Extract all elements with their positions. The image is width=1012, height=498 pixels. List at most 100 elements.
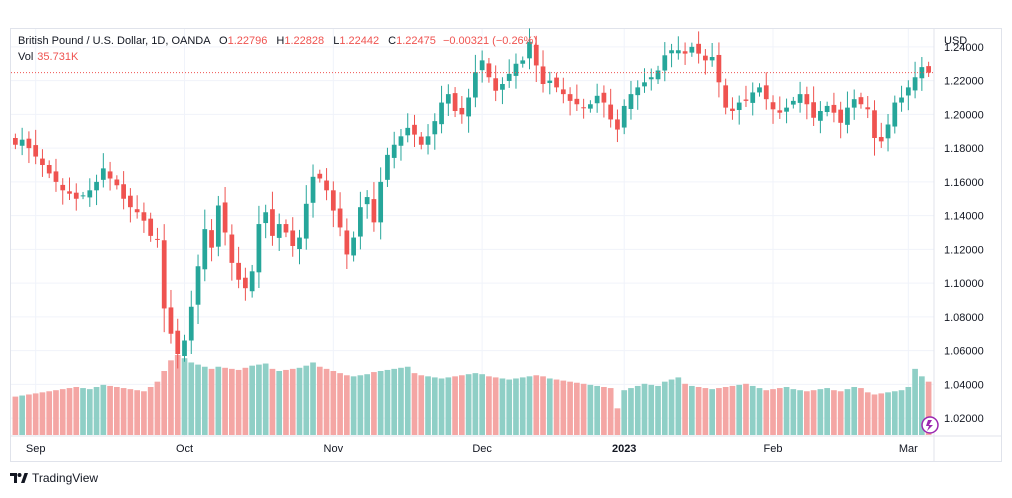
candle-body — [675, 50, 681, 54]
candle-body — [567, 94, 573, 101]
tradingview-brand[interactable]: TradingView — [10, 471, 98, 485]
candle-body — [432, 121, 438, 135]
volume-bar — [222, 367, 228, 435]
volume-bar — [492, 377, 499, 435]
candle-body — [689, 46, 695, 53]
volume-label[interactable]: Vol — [18, 51, 34, 63]
candle-body — [615, 119, 620, 130]
candle-body — [730, 108, 735, 111]
volume-bar — [350, 376, 357, 435]
volume-bar — [790, 389, 797, 435]
candle-body — [703, 55, 708, 61]
volume-bar — [235, 369, 242, 435]
candle-body — [790, 100, 796, 105]
volume-bar — [810, 390, 817, 435]
candle-body — [270, 209, 275, 236]
candle-body — [202, 229, 208, 270]
candle-body — [229, 234, 235, 263]
volume-bar — [316, 366, 323, 435]
volume-bar — [499, 378, 506, 435]
candle-body — [763, 85, 769, 100]
volume-bar — [621, 390, 628, 435]
volume-bar — [749, 385, 756, 435]
candle-body — [506, 73, 512, 81]
candle-body — [797, 94, 803, 103]
candle-body — [439, 102, 444, 125]
candle-body — [209, 230, 214, 248]
volume-bar — [864, 392, 871, 435]
candle-body — [588, 104, 593, 109]
volume-bar — [276, 371, 283, 435]
candle-body — [865, 107, 871, 110]
volume-bar — [776, 388, 783, 435]
candle-body — [391, 144, 397, 158]
volume-bar — [878, 393, 885, 435]
candle-body — [283, 224, 289, 233]
candle-body — [912, 77, 918, 91]
candle-body — [500, 84, 505, 90]
currency-label[interactable]: USD — [944, 35, 968, 47]
volume-bar — [188, 362, 195, 435]
candle-body — [128, 195, 133, 208]
volume-bar — [729, 385, 736, 435]
candle-body — [770, 102, 776, 110]
volume-bar — [303, 365, 310, 435]
candle-body — [249, 271, 255, 292]
volume-bar — [242, 367, 249, 435]
candle-body — [560, 89, 566, 95]
volume-bar — [445, 377, 452, 435]
candle-body — [13, 138, 18, 145]
volume-bar — [215, 366, 222, 435]
volume-bar — [770, 389, 776, 435]
volume-bar — [391, 368, 398, 435]
candle-body — [337, 208, 343, 228]
change-value: −0.00321 (−0.26%) — [442, 35, 538, 47]
volume-bar — [709, 389, 715, 435]
candle-body — [601, 92, 607, 103]
candle-body — [872, 110, 877, 138]
price-tick-label: 1.12000 — [944, 244, 984, 256]
brand-name: TradingView — [32, 471, 99, 485]
time-axis: Sep Oct Nov Dec 2023 Feb Mar — [26, 443, 918, 455]
candle-body — [19, 139, 25, 146]
symbol-title[interactable]: British Pound / U.S. Dollar, 1D, OANDA — [18, 35, 210, 47]
candle-body — [114, 179, 120, 186]
close-value: 1.22475 — [396, 35, 436, 47]
price-tick-label: 1.02000 — [944, 413, 984, 425]
volume-bar — [201, 366, 208, 435]
volume-bar — [695, 387, 702, 435]
volume-bar — [614, 408, 621, 435]
volume-bar — [540, 376, 546, 435]
volume-value: 35.731K — [37, 51, 79, 63]
volume-bar — [675, 377, 682, 435]
price-tick-label: 1.04000 — [944, 379, 984, 391]
volume-bar — [208, 368, 215, 435]
price-tick-label: 1.22000 — [944, 76, 984, 88]
candle-body — [161, 240, 167, 309]
volume-bar — [249, 365, 255, 435]
volume-legend: Vol 35.731K — [18, 51, 78, 63]
volume-bar — [438, 378, 445, 435]
candle-body — [919, 67, 925, 79]
volume-bar — [418, 375, 425, 435]
volume-bar — [73, 387, 80, 435]
tradingview-logo-icon — [10, 473, 28, 483]
candle-body — [364, 197, 370, 205]
volume-bar — [134, 390, 140, 435]
volume-bar — [817, 389, 824, 435]
volume-bar — [80, 388, 86, 435]
volume-bar — [905, 387, 912, 435]
volume-bar — [459, 375, 465, 435]
candle-body — [635, 87, 641, 96]
candle-body — [723, 85, 729, 108]
candle-body — [67, 191, 72, 194]
replay-icon[interactable] — [921, 416, 939, 434]
volume-bar — [560, 380, 567, 435]
candle-body — [452, 93, 458, 111]
volume-bar — [398, 367, 404, 435]
candle-body — [486, 63, 492, 78]
open-value: 1.22796 — [227, 35, 268, 47]
volume-bar — [634, 385, 641, 435]
candle-body — [236, 262, 241, 280]
